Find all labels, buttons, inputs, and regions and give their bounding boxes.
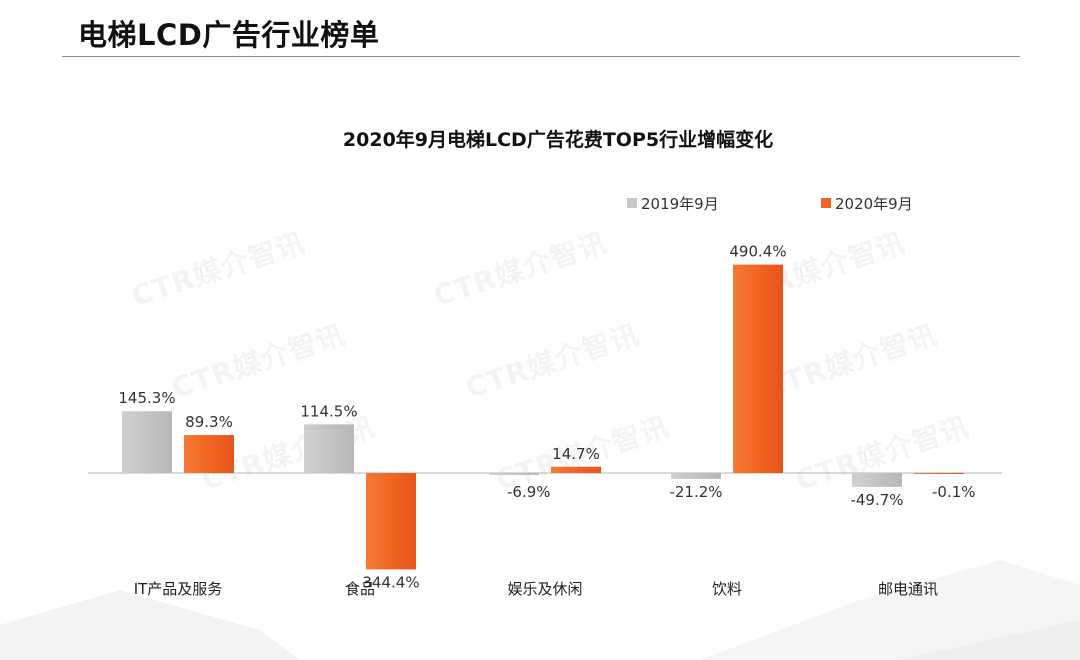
category-label: 娱乐及休闲 [507, 580, 582, 598]
legend-swatch-2019 [627, 198, 637, 208]
data-label: -49.7% [850, 491, 903, 509]
data-label: 89.3% [185, 413, 233, 431]
legend: 2019年9月 2020年9月 [627, 195, 913, 213]
bar-2019-4 [671, 473, 721, 479]
bar-2020-4 [733, 264, 783, 473]
page-title: 电梯LCD广告行业榜单 [78, 18, 380, 52]
data-label: 14.7% [552, 445, 600, 463]
data-label: 145.3% [118, 389, 175, 407]
bar-2020-1 [184, 435, 234, 473]
data-label: 344.4% [362, 573, 419, 591]
data-label: 490.4% [729, 243, 786, 261]
data-label: 114.5% [300, 402, 357, 420]
category-label: 食品 [345, 580, 375, 598]
data-label: -6.9% [507, 483, 551, 501]
legend-label-2019: 2019年9月 [641, 195, 719, 213]
bar-2020-3 [551, 466, 601, 473]
data-label: -21.2% [669, 483, 722, 501]
legend-label-2020: 2020年9月 [835, 195, 913, 213]
bar-2020-5 [914, 473, 964, 474]
plot-area: 145.3% 89.3% IT产品及服务 114.5% 344.4%食品 -6.9% 14.… [88, 243, 1002, 598]
category-label: 邮电通讯 [878, 580, 938, 598]
bar-2020-2 [366, 473, 416, 570]
data-label: -0.1% [932, 483, 976, 501]
legend-swatch-2020 [821, 198, 831, 208]
category-label: IT产品及服务 [134, 580, 223, 598]
chart-title: 2020年9月电梯LCD广告花费TOP5行业增幅变化 [343, 128, 773, 151]
bar-2019-2 [304, 424, 354, 473]
bar-2019-5 [852, 473, 902, 487]
bar-2019-1 [122, 411, 172, 473]
bar-2019-3 [489, 473, 539, 475]
category-label: 饮料 [712, 580, 742, 598]
title-divider [62, 56, 1020, 57]
